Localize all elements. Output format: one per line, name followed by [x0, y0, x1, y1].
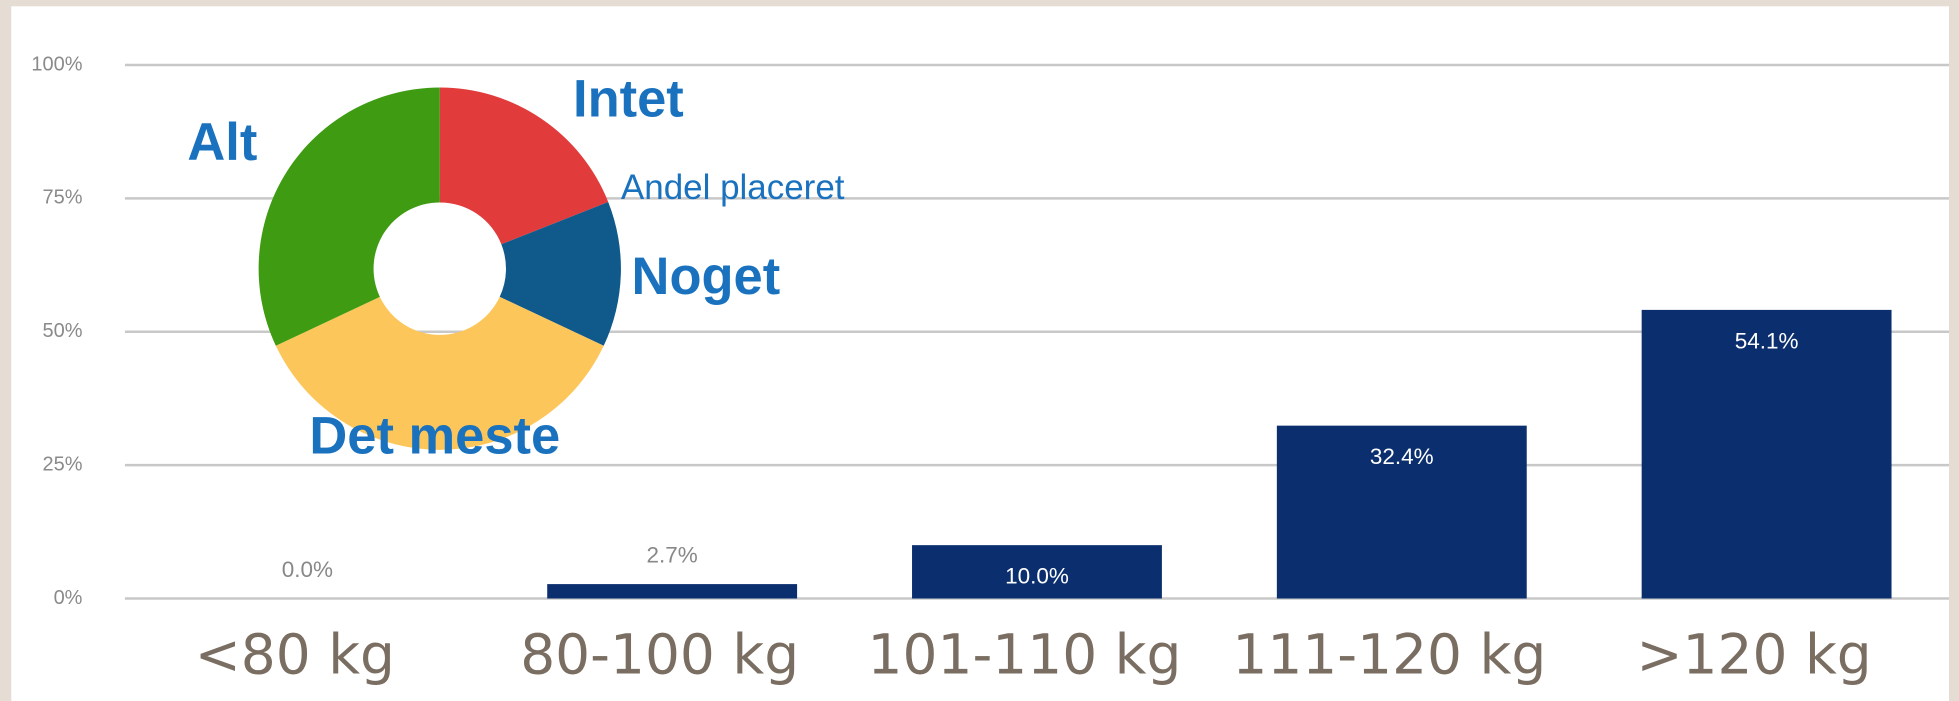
donut-slice — [499, 201, 621, 346]
donut-slice — [275, 296, 604, 450]
x-tick-label: <80 kg — [195, 623, 395, 687]
value-label: 0.0% — [282, 557, 333, 582]
y-tick-label: 0% — [54, 587, 83, 609]
value-label: 2.7% — [647, 543, 698, 568]
x-tick-label: >120 kg — [1637, 623, 1872, 687]
bar — [1641, 309, 1892, 599]
x-tick-label: 101-110 kg — [868, 623, 1182, 687]
bar — [912, 545, 1162, 599]
y-tick-label: 75% — [42, 187, 82, 209]
slice-label: Noget — [632, 248, 781, 306]
y-tick-label: 25% — [42, 453, 82, 475]
slice-label: Intet — [573, 70, 684, 128]
bar — [1276, 425, 1527, 599]
bar — [547, 584, 798, 599]
slice-label: Det meste — [309, 408, 560, 466]
donut-slice — [258, 87, 440, 346]
donut-slice — [439, 87, 609, 245]
x-tick-label: 80-100 kg — [520, 623, 799, 687]
value-label: 32.4% — [1370, 444, 1434, 469]
x-tick-label: 111-120 kg — [1232, 623, 1546, 687]
pie-title: Andel placeret — [621, 168, 845, 207]
value-label: 10.0% — [1005, 564, 1069, 589]
slice-label: Alt — [187, 114, 257, 172]
y-tick-label: 100% — [31, 53, 82, 75]
value-label: 54.1% — [1735, 328, 1799, 353]
y-tick-label: 50% — [42, 320, 82, 342]
